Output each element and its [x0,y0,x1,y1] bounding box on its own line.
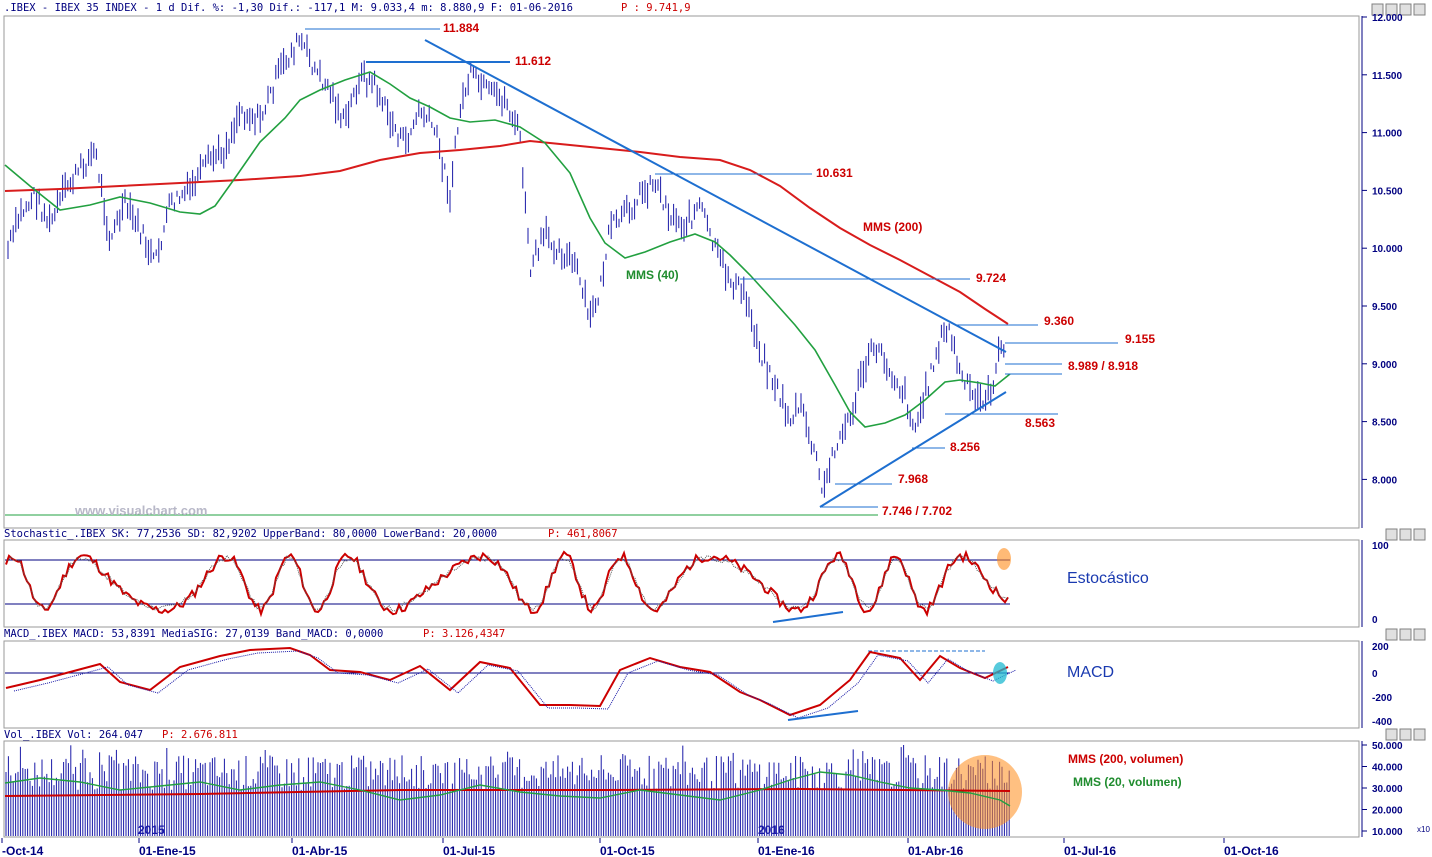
x-tick-label: -Oct-14 [2,844,44,857]
vol-unit: x10 [1417,825,1430,834]
stoch-divergence [772,611,844,623]
level-label: 11.884 [443,21,479,35]
x-tick-label: 01-Jul-15 [443,844,495,857]
macd-label: MACD [1067,664,1114,681]
volume-highlight [948,755,1022,829]
macd-tick: -400 [1372,717,1392,728]
stoch-label: Estocástico [1067,570,1149,587]
stoch-header: Stochastic_.IBEX SK: 77,2536 SD: 82,9202… [4,528,497,540]
window-buttons-macd[interactable] [1385,628,1426,641]
macd-divergence [787,710,859,721]
level-label: 9.360 [1044,314,1074,328]
x-tick-label: 01-Jul-16 [1064,844,1116,857]
mms40-label: MMS (40) [626,268,679,282]
vol-tick-label: 20.000 [1372,806,1403,817]
x-tick-label: 01-Abr-16 [908,844,964,857]
price-tick-label: 11.500 [1372,71,1402,82]
macd-tick: 200 [1372,642,1389,653]
macd-signal [13,650,1017,719]
price-tick-label: 8.000 [1372,475,1397,486]
x-tick-label: 01-Ene-16 [758,844,815,857]
mms40-line [4,71,1011,428]
vol-mms20-label: MMS (20, volumen) [1073,775,1182,789]
year-mark: 2016 [758,823,785,837]
window-buttons-vol[interactable] [1385,728,1426,741]
main-header-p: P : 9.741,9 [621,2,691,14]
macd-header: MACD_.IBEX MACD: 53,8391 MediaSIG: 27,01… [4,628,383,640]
stoch-highlight [997,548,1011,570]
price-bars [7,32,1005,498]
stoch-header-p: P: 461,8067 [548,528,618,540]
downtrend-line [424,39,1007,353]
watermark: www.visualchart.com [74,503,207,518]
vol-tick-label: 30.000 [1372,784,1403,795]
stoch-signal [7,554,1008,612]
level-label: 10.631 [816,166,853,180]
level-label: 8.256 [950,440,980,454]
macd-tick: 0 [1372,669,1378,680]
price-tick-label: 12.000 [1372,13,1403,24]
vol-tick-label: 40.000 [1372,763,1403,774]
uptrend-line [819,391,1007,508]
stoch-tick: 100 [1372,541,1389,552]
vol-header: Vol_.IBEX Vol: 264.047 [4,729,143,741]
level-label: 7.746 / 7.702 [882,504,952,518]
window-buttons-main[interactable] [1371,3,1426,16]
mms200-line [4,139,1009,325]
level-label: 8.989 / 8.918 [1068,359,1138,373]
price-tick-label: 10.500 [1372,186,1403,197]
macd-highlight [993,662,1007,684]
x-tick-label: 01-Oct-16 [1224,844,1279,857]
vol-tick-label: 50.000 [1372,741,1403,752]
volume-axis: 50.000 40.000 30.000 20.000 10.000 [1362,741,1403,838]
vol-tick-label: 10.000 [1372,827,1403,838]
mms200-label: MMS (200) [863,220,922,234]
stoch-tick: 0 [1372,615,1378,626]
level-label: 7.968 [898,472,928,486]
level-lines [305,28,1118,508]
vol-header-p: P: 2.676.811 [162,729,238,741]
price-tick-label: 11.000 [1372,129,1402,140]
price-axis: 12.000 11.500 11.000 10.500 10.000 9.500 9.000… [1362,13,1403,486]
macd-header-p: P: 3.126,4347 [423,628,505,640]
vol-mms200-line [4,787,1011,797]
time-axis: -Oct-14 01-Ene-15 01-Abr-15 01-Jul-15 01-Oct… [1,838,1279,857]
main-header: .IBEX - IBEX 35 INDEX - 1 d Dif. %: -1,3… [4,2,573,14]
level-label: 9.155 [1125,332,1155,346]
price-tick-label: 9.000 [1372,360,1397,371]
price-tick-label: 8.500 [1372,418,1397,429]
price-tick-label: 9.500 [1372,302,1397,313]
x-tick-label: 01-Abr-15 [292,844,348,857]
level-label: 9.724 [976,271,1006,285]
macd-tick: -200 [1372,693,1392,704]
level-label: 8.563 [1025,416,1055,430]
stoch-line [5,549,1009,618]
window-buttons-stoch[interactable] [1385,528,1426,541]
level-label: 11.612 [515,54,551,68]
vol-mms200-label: MMS (200, volumen) [1068,752,1183,766]
x-tick-label: 01-Oct-15 [600,844,655,857]
price-tick-label: 10.000 [1372,244,1403,255]
year-mark: 2015 [138,823,165,837]
macd-line [5,646,1009,717]
x-tick-label: 01-Ene-15 [139,844,196,857]
vol-mms20-line [4,771,1011,807]
